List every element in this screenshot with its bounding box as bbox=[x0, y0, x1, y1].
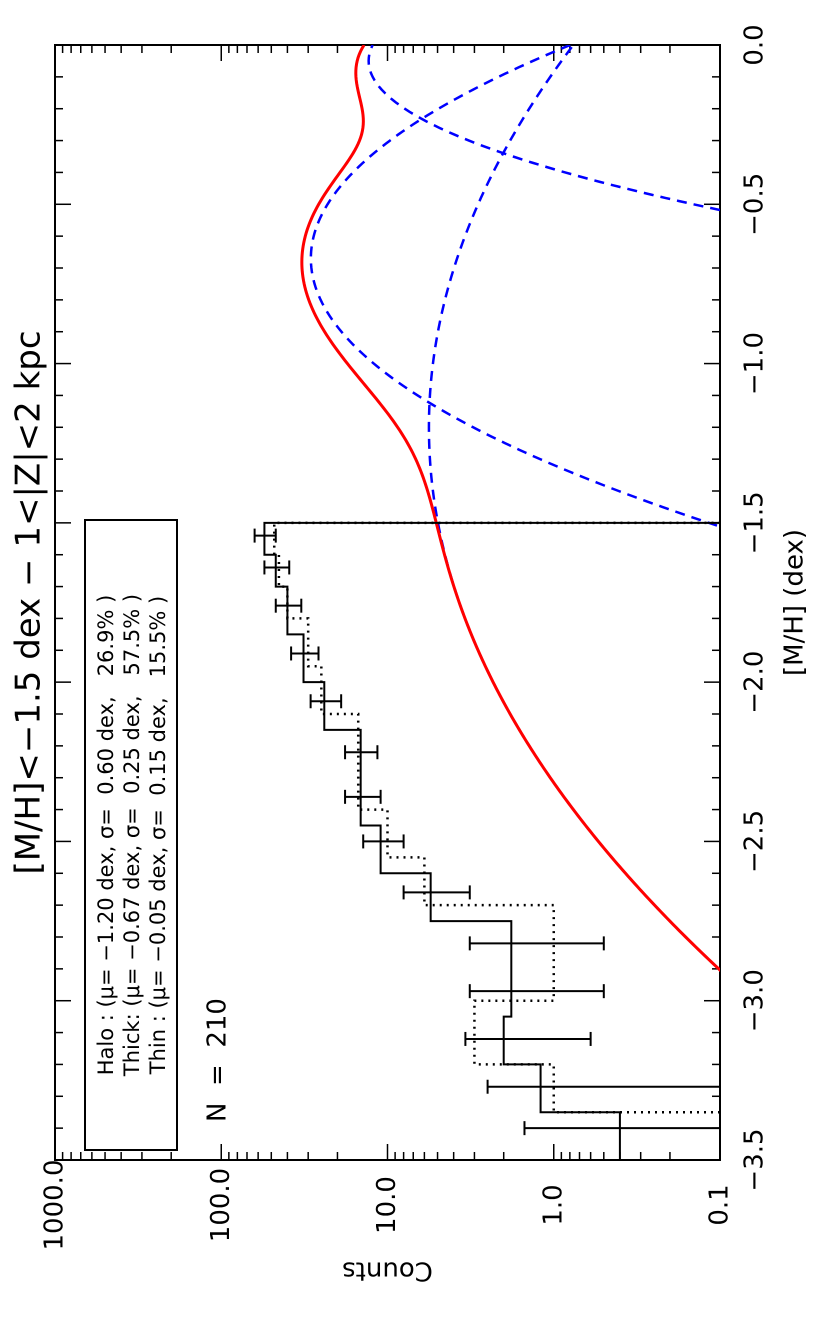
y-tick-label: 0.1 bbox=[705, 1184, 735, 1225]
error-bar bbox=[523, 1121, 720, 1136]
x-tick-label: −0.5 bbox=[740, 173, 770, 236]
x-tick-label: −3.0 bbox=[740, 969, 770, 1032]
chart-title: [M/H]<−1.5 dex − 1<|Z|<2 kpc bbox=[9, 330, 49, 874]
error-bar bbox=[253, 528, 277, 543]
x-tick-label: 0.0 bbox=[740, 24, 770, 65]
legend-box bbox=[84, 519, 178, 1151]
dotted-histogram bbox=[272, 521, 720, 1114]
component-curve-1 bbox=[309, 45, 720, 528]
x-tick-label: −1.5 bbox=[740, 491, 770, 554]
x-tick-label: −2.0 bbox=[740, 651, 770, 714]
error-bar bbox=[468, 984, 605, 999]
y-tick-label: 10.0 bbox=[372, 1176, 402, 1234]
error-bar bbox=[309, 694, 343, 709]
y-tick-label: 1000.0 bbox=[40, 1160, 70, 1251]
error-bar bbox=[290, 646, 320, 661]
legend-entry: Halo : (μ= −1.20 dex, σ= 0.60 dex, 26.9%… bbox=[94, 595, 118, 1076]
error-bar bbox=[464, 1031, 592, 1046]
error-bar bbox=[486, 1079, 720, 1094]
x-axis-label: [M/H] (dex) bbox=[780, 529, 810, 676]
error-bar bbox=[274, 598, 303, 613]
y-axis-label: Counts bbox=[342, 1256, 433, 1286]
component-curve-0 bbox=[427, 45, 720, 972]
x-tick-label: −2.5 bbox=[740, 810, 770, 873]
legend-entry: Thin : (μ= −0.05 dex, σ= 0.15 dex, 15.5%… bbox=[146, 596, 170, 1076]
error-bar bbox=[344, 789, 382, 804]
error-bar bbox=[402, 885, 471, 900]
error-bar bbox=[263, 560, 291, 575]
legend-entry: Thick: (μ= −0.67 dex, σ= 0.25 dex, 57.5%… bbox=[120, 594, 144, 1077]
y-tick-label: 1.0 bbox=[538, 1184, 568, 1225]
y-tick-label: 100.0 bbox=[206, 1168, 236, 1242]
plot-layer: −3.5 −3.0 −2.5 −2.0 −1.5 −1.0 −0.5 0.0 0.1 1.0 10.… bbox=[9, 24, 810, 1286]
histogram bbox=[263, 521, 720, 1160]
x-tick-label: −3.5 bbox=[740, 1128, 770, 1191]
error-bar bbox=[344, 745, 379, 760]
error-bar bbox=[362, 834, 405, 849]
sample-size-annotation: N = 210 bbox=[203, 998, 233, 1122]
x-tick-label: −1.0 bbox=[740, 332, 770, 395]
total-model-curve bbox=[300, 45, 720, 973]
error-bar bbox=[468, 936, 605, 951]
